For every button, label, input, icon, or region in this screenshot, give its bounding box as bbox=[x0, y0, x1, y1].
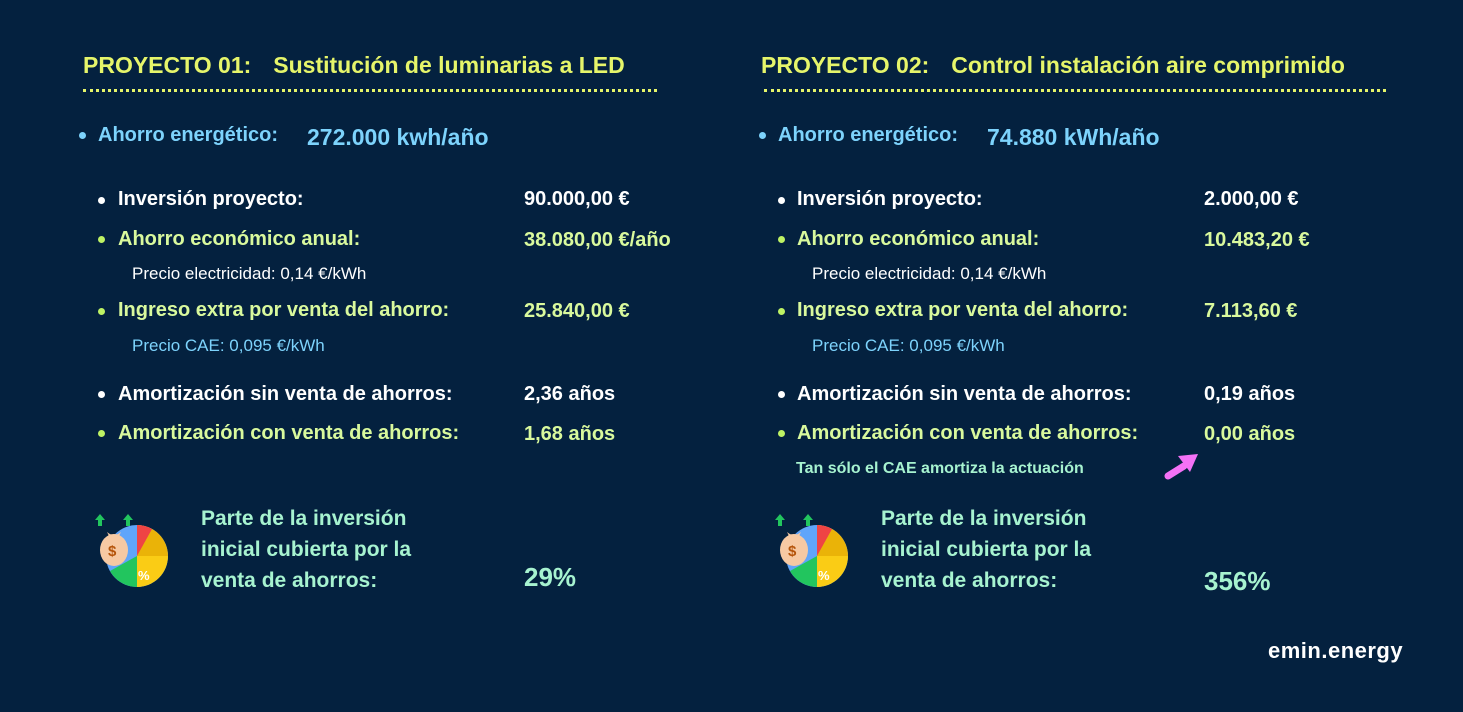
project-02-panel: PROYECTO 02: Control instalación aire com… bbox=[680, 0, 1386, 640]
title-divider bbox=[83, 89, 657, 92]
energy-saving-value: 74.880 kWh/año bbox=[987, 124, 1160, 150]
annual-saving-label: Ahorro económico anual: bbox=[118, 228, 361, 250]
payback-sale-value: 0,00 años bbox=[1204, 423, 1296, 445]
bullet bbox=[778, 236, 785, 243]
svg-text:%: % bbox=[138, 568, 150, 583]
payback-sale-label: Amortización con venta de ahorros: bbox=[118, 422, 460, 444]
payback-no-sale-label: Amortización sin venta de ahorros: bbox=[118, 383, 453, 405]
cae-note: Tan sólo el CAE amortiza la actuación bbox=[796, 460, 1084, 477]
project-name: Sustitución de luminarias a LED bbox=[273, 52, 625, 78]
bullet bbox=[98, 391, 105, 398]
cae-price: Precio CAE: 0,095 €/kWh bbox=[132, 336, 325, 355]
bullet bbox=[98, 197, 105, 204]
bullet bbox=[778, 308, 785, 315]
svg-text:$: $ bbox=[108, 543, 117, 560]
annual-saving-label: Ahorro económico anual: bbox=[797, 228, 1040, 250]
covered-text-line: inicial cubierta por la bbox=[881, 538, 1092, 561]
covered-text-line: Parte de la inversión bbox=[201, 507, 407, 530]
project-title: PROYECTO 02: Control instalación aire com… bbox=[761, 52, 1345, 79]
covered-investment-text: Parte de la inversión inicial cubierta p… bbox=[881, 503, 1091, 596]
payback-sale-value: 1,68 años bbox=[524, 423, 616, 445]
extra-income-label: Ingreso extra por venta del ahorro: bbox=[118, 299, 450, 321]
payback-no-sale-label: Amortización sin venta de ahorros: bbox=[797, 383, 1132, 405]
covered-text-line: venta de ahorros: bbox=[881, 569, 1058, 592]
project-number: PROYECTO 02: bbox=[761, 52, 930, 78]
energy-saving-label: Ahorro energético: bbox=[778, 124, 959, 146]
covered-percentage: 29% bbox=[524, 562, 577, 592]
electricity-price: Precio electricidad: 0,14 €/kWh bbox=[132, 264, 367, 283]
bullet bbox=[778, 430, 785, 437]
bullet bbox=[98, 236, 105, 243]
payback-no-sale-value: 0,19 años bbox=[1204, 383, 1296, 405]
project-number: PROYECTO 01: bbox=[83, 52, 252, 78]
money-bag-pie-chart-icon: % $ bbox=[92, 508, 172, 598]
svg-text:$: $ bbox=[788, 543, 797, 560]
payback-sale-label: Amortización con venta de ahorros: bbox=[797, 422, 1139, 444]
title-divider bbox=[764, 89, 1386, 92]
covered-text-line: venta de ahorros: bbox=[201, 569, 378, 592]
covered-investment-text: Parte de la inversión inicial cubierta p… bbox=[201, 503, 411, 596]
project-title: PROYECTO 01: Sustitución de luminarias a … bbox=[83, 52, 625, 79]
covered-percentage: 356% bbox=[1204, 566, 1271, 596]
annual-saving-value: 10.483,20 € bbox=[1204, 229, 1310, 251]
energy-saving-value: 272.000 kwh/año bbox=[307, 124, 489, 150]
investment-label: Inversión proyecto: bbox=[797, 188, 983, 210]
electricity-price: Precio electricidad: 0,14 €/kWh bbox=[812, 264, 1047, 283]
cae-price: Precio CAE: 0,095 €/kWh bbox=[812, 336, 1005, 355]
energy-saving-label: Ahorro energético: bbox=[98, 124, 279, 146]
annual-saving-value: 38.080,00 €/año bbox=[524, 229, 671, 251]
extra-income-value: 25.840,00 € bbox=[524, 300, 630, 322]
pointer-arrow-icon bbox=[1164, 454, 1198, 480]
brand-logo: emin.energy bbox=[1268, 638, 1404, 663]
extra-income-value: 7.113,60 € bbox=[1204, 300, 1298, 322]
bullet bbox=[759, 132, 766, 139]
bullet bbox=[778, 391, 785, 398]
covered-text-line: Parte de la inversión bbox=[881, 507, 1087, 530]
bullet bbox=[79, 132, 86, 139]
project-name: Control instalación aire comprimido bbox=[951, 52, 1345, 78]
bullet bbox=[778, 197, 785, 204]
investment-value: 90.000,00 € bbox=[524, 188, 630, 210]
project-01-panel: PROYECTO 01: Sustitución de luminarias a … bbox=[0, 0, 700, 640]
extra-income-label: Ingreso extra por venta del ahorro: bbox=[797, 299, 1129, 321]
svg-text:%: % bbox=[818, 568, 830, 583]
payback-no-sale-value: 2,36 años bbox=[524, 383, 616, 405]
bullet bbox=[98, 430, 105, 437]
bullet bbox=[98, 308, 105, 315]
money-bag-pie-chart-icon: % $ bbox=[772, 508, 852, 598]
covered-text-line: inicial cubierta por la bbox=[201, 538, 412, 561]
investment-label: Inversión proyecto: bbox=[118, 188, 304, 210]
investment-value: 2.000,00 € bbox=[1204, 188, 1299, 210]
